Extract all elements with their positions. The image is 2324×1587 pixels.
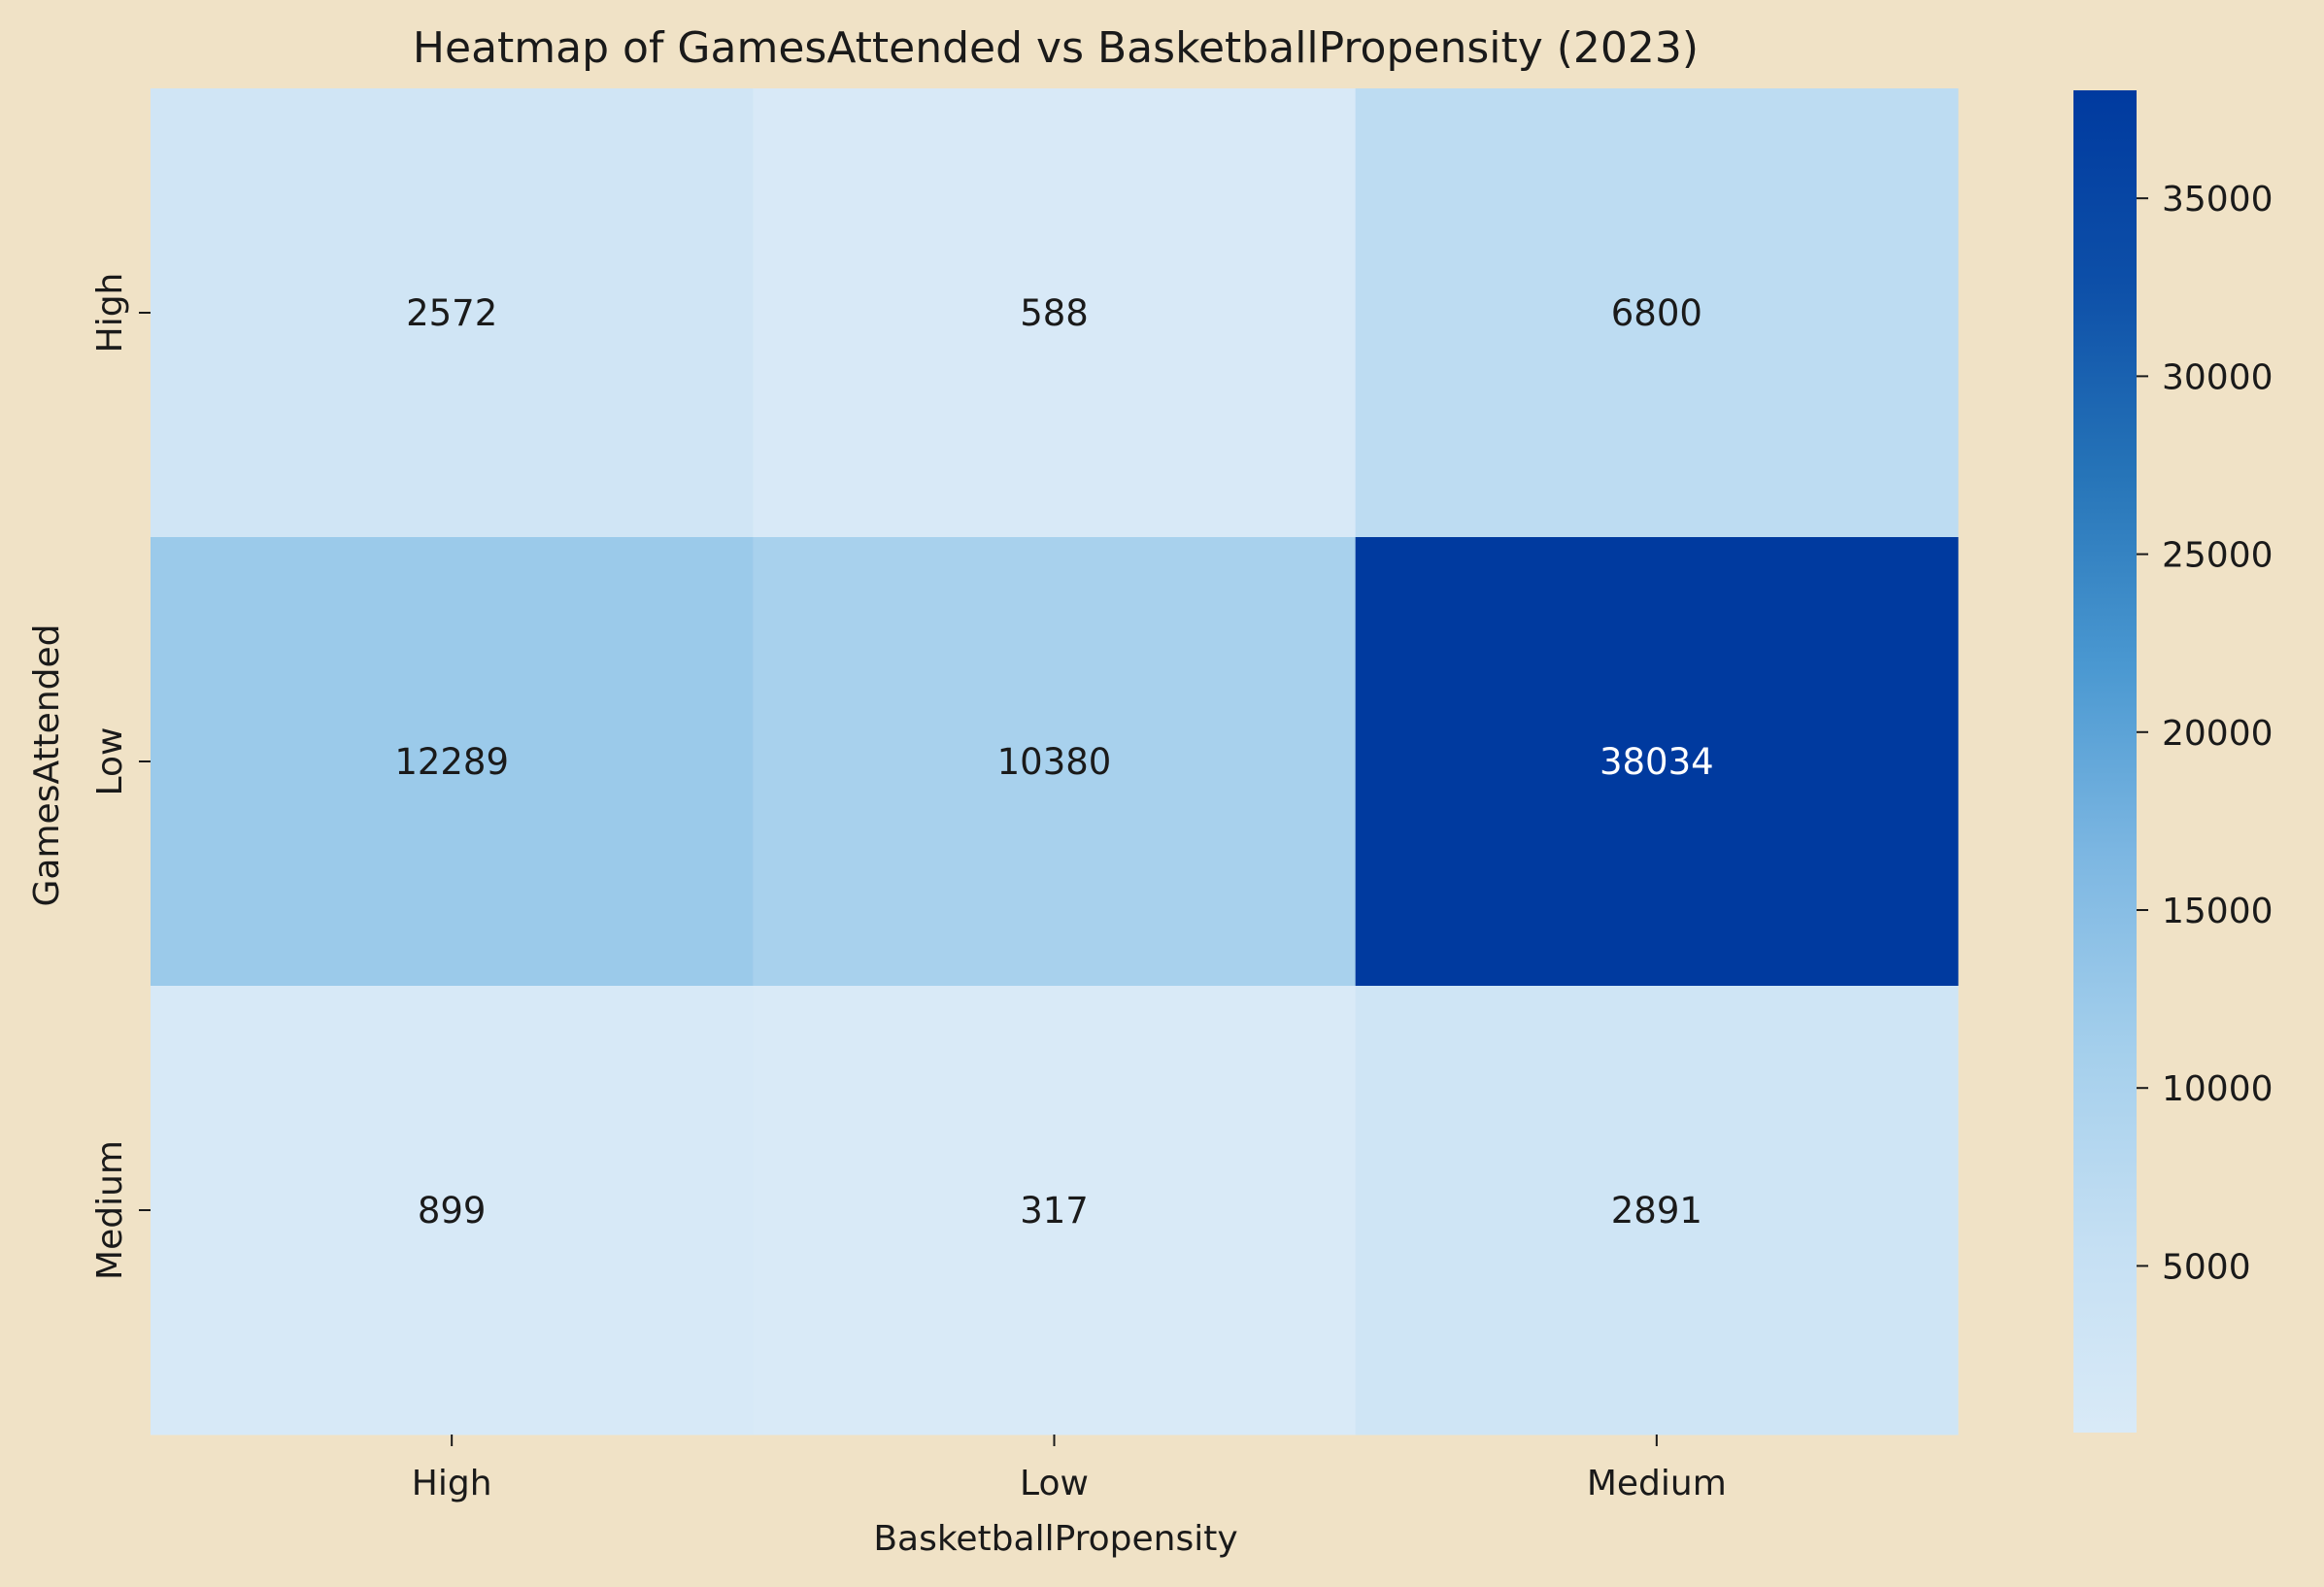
colorbar-tick-label: 35000 [2162, 180, 2273, 219]
cell-value-label: 10380 [997, 741, 1112, 783]
cell-value-label: 6800 [1611, 292, 1702, 334]
chart-title: Heatmap of GamesAttended vs BasketballPr… [413, 23, 1699, 73]
y-axis: High Low Medium [90, 273, 151, 1280]
x-axis: High Low Medium [412, 1435, 1727, 1503]
heatmap-cell [1355, 537, 1959, 987]
heatmap-cells [151, 88, 1959, 1435]
x-tick-label: Low [1020, 1464, 1089, 1503]
cell-value-label: 12289 [394, 741, 509, 783]
heatmap-cell [753, 88, 1357, 538]
colorbar-tick-label: 20000 [2162, 714, 2273, 754]
heatmap-cell [151, 88, 754, 538]
colorbar-tick-label: 5000 [2162, 1247, 2251, 1287]
y-axis-label: GamesAttended [27, 625, 67, 907]
heatmap-cell [151, 537, 754, 987]
cell-value-label: 2891 [1611, 1190, 1702, 1232]
heatmap-cell [1355, 88, 1959, 538]
cell-value-label: 317 [1020, 1190, 1089, 1232]
y-tick-label: Medium [90, 1140, 130, 1280]
heatmap-cell [753, 986, 1357, 1435]
cell-value-label: 588 [1020, 292, 1089, 334]
colorbar-gradient [2073, 90, 2137, 1433]
cell-value-label: 899 [418, 1190, 487, 1232]
colorbar-tick-label: 30000 [2162, 357, 2273, 397]
cell-value-label: 38034 [1600, 741, 1714, 783]
y-tick-label: High [90, 273, 130, 354]
colorbar-tick-label: 15000 [2162, 892, 2273, 931]
colorbar: 5000 10000 15000 20000 25000 30000 35000 [2073, 90, 2273, 1433]
x-tick-label: High [412, 1464, 492, 1503]
heatmap-cell [151, 986, 754, 1435]
x-axis-label: BasketballPropensity [873, 1519, 1237, 1559]
colorbar-tick-label: 25000 [2162, 536, 2273, 576]
heatmap-cell-labels: 2572 588 6800 12289 10380 38034 899 317 2891 [394, 292, 1713, 1232]
colorbar-tick-label: 10000 [2162, 1069, 2273, 1109]
cell-value-label: 2572 [406, 292, 497, 334]
x-tick-label: Medium [1587, 1464, 1727, 1503]
heatmap-cell [753, 537, 1357, 987]
colorbar-ticks: 5000 10000 15000 20000 25000 30000 35000 [2137, 180, 2273, 1287]
heatmap-cell [1355, 986, 1959, 1435]
y-tick-label: Low [90, 727, 130, 796]
